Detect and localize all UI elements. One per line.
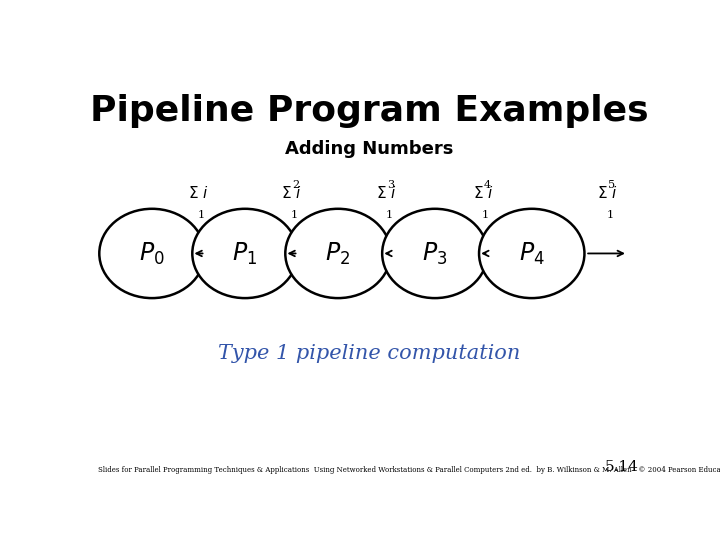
Text: 5: 5: [608, 180, 615, 190]
Text: $\Sigma$ $i$: $\Sigma$ $i$: [188, 185, 209, 201]
Ellipse shape: [382, 209, 487, 298]
Text: 1: 1: [290, 211, 297, 220]
Text: 1: 1: [606, 211, 613, 220]
Ellipse shape: [285, 209, 391, 298]
Text: $\Sigma$ $i$: $\Sigma$ $i$: [282, 185, 302, 201]
Text: $P_0$: $P_0$: [139, 240, 165, 267]
Ellipse shape: [479, 209, 585, 298]
Text: 4: 4: [484, 180, 491, 190]
Text: 3: 3: [387, 180, 394, 190]
Text: $P_1$: $P_1$: [233, 240, 258, 267]
Text: 5.14: 5.14: [605, 461, 639, 475]
Text: Pipeline Program Examples: Pipeline Program Examples: [90, 94, 648, 128]
Text: $P_4$: $P_4$: [519, 240, 544, 267]
Text: 1: 1: [385, 211, 392, 220]
Ellipse shape: [192, 209, 297, 298]
Text: Type 1 pipeline computation: Type 1 pipeline computation: [218, 344, 520, 363]
Text: Slides for Parallel Programming Techniques & Applications  Using Networked Works: Slides for Parallel Programming Techniqu…: [98, 467, 720, 475]
Text: 2: 2: [292, 180, 299, 190]
Text: $\Sigma$ $i$: $\Sigma$ $i$: [376, 185, 397, 201]
Text: $\Sigma$ $i$: $\Sigma$ $i$: [473, 185, 494, 201]
Text: Adding Numbers: Adding Numbers: [285, 140, 453, 159]
Text: $P_2$: $P_2$: [325, 240, 351, 267]
Ellipse shape: [99, 209, 204, 298]
Text: $P_3$: $P_3$: [422, 240, 448, 267]
Text: 1: 1: [482, 211, 489, 220]
Text: $\Sigma$ $i$: $\Sigma$ $i$: [598, 185, 618, 201]
Text: 1: 1: [197, 211, 204, 220]
